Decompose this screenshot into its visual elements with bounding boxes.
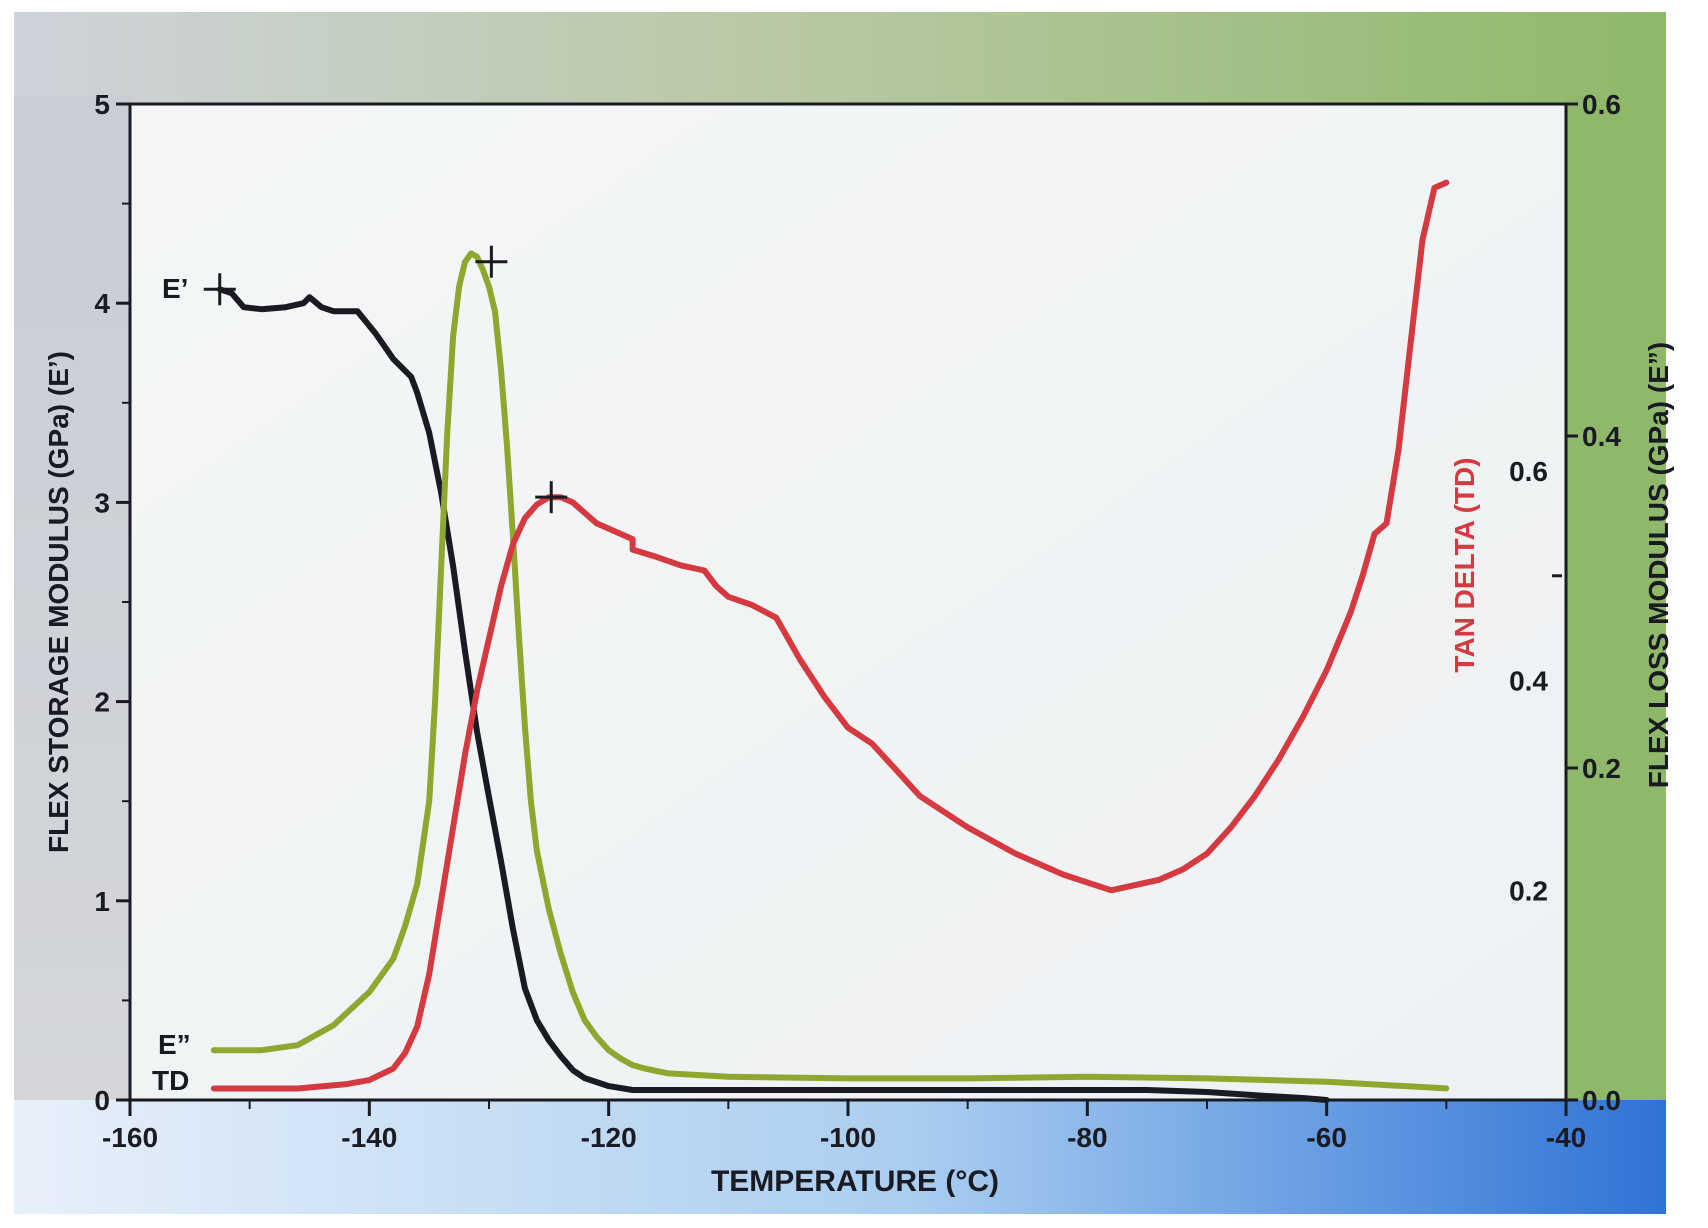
peak-marker-e-prime	[203, 273, 236, 306]
y-left-tick-label: 0	[94, 1085, 110, 1116]
right-band	[1566, 96, 1666, 1106]
x-tick-label: -40	[1546, 1122, 1586, 1153]
series-line-tan-delta	[210, 179, 1450, 1092]
y-right-tan-tick-label: 0.4	[1509, 666, 1548, 697]
y-left-tick-label: 2	[94, 687, 110, 718]
series-layer	[210, 179, 1450, 1103]
y-right-tan-tick-label: 0.2	[1509, 875, 1548, 906]
peak-marker-tan-delta	[535, 481, 568, 514]
y-right-loss-axis-title: FLEX LOSS MODULUS (GPa) (E”)	[1643, 342, 1674, 788]
x-axis-title: TEMPERATURE (°C)	[711, 1165, 999, 1198]
y-right-tan-tick-label: 0.6	[1509, 456, 1548, 487]
marker-layer	[203, 245, 568, 514]
x-tick-label: -120	[581, 1122, 637, 1153]
left-band	[14, 96, 132, 1106]
axes: -160 -140 -120 -100 -80 -60 -40 0 1 2 3 4 5 0.0 0.2 0.4…	[94, 89, 1621, 1153]
y-left-tick-label: 4	[94, 288, 110, 319]
y-right-loss-tick-label: 0.0	[1582, 1085, 1621, 1116]
legend-label-td: TD	[152, 1065, 189, 1096]
plot-area	[128, 102, 1568, 1102]
y-right-loss-tick-label: 0.2	[1582, 753, 1621, 784]
y-right-loss-tick-label: 0.6	[1582, 89, 1621, 120]
x-tick-label: -60	[1306, 1122, 1346, 1153]
series-line-e-double-prime	[210, 250, 1450, 1092]
series-line-e-prime	[216, 286, 1330, 1103]
y-left-tick-label: 5	[94, 89, 110, 120]
y-left-axis-title: FLEX STORAGE MODULUS (GPa) (E’)	[43, 351, 74, 853]
y-left-tick-label: 1	[94, 886, 110, 917]
x-tick-label: -80	[1067, 1122, 1107, 1153]
y-right-loss-tick-label: 0.4	[1582, 421, 1621, 452]
top-band	[14, 12, 1666, 104]
peak-marker-e-double-prime	[475, 245, 508, 278]
y-right-tan-axis-title: TAN DELTA (TD)	[1449, 457, 1480, 672]
x-tick-label: -160	[102, 1122, 158, 1153]
bottom-band	[14, 1100, 1666, 1214]
y-left-tick-label: 3	[94, 487, 110, 518]
legend-label-e-prime: E’	[162, 273, 188, 304]
x-tick-label: -100	[820, 1122, 876, 1153]
legend-label-e-double-prime: E”	[158, 1029, 191, 1060]
x-tick-label: -140	[341, 1122, 397, 1153]
